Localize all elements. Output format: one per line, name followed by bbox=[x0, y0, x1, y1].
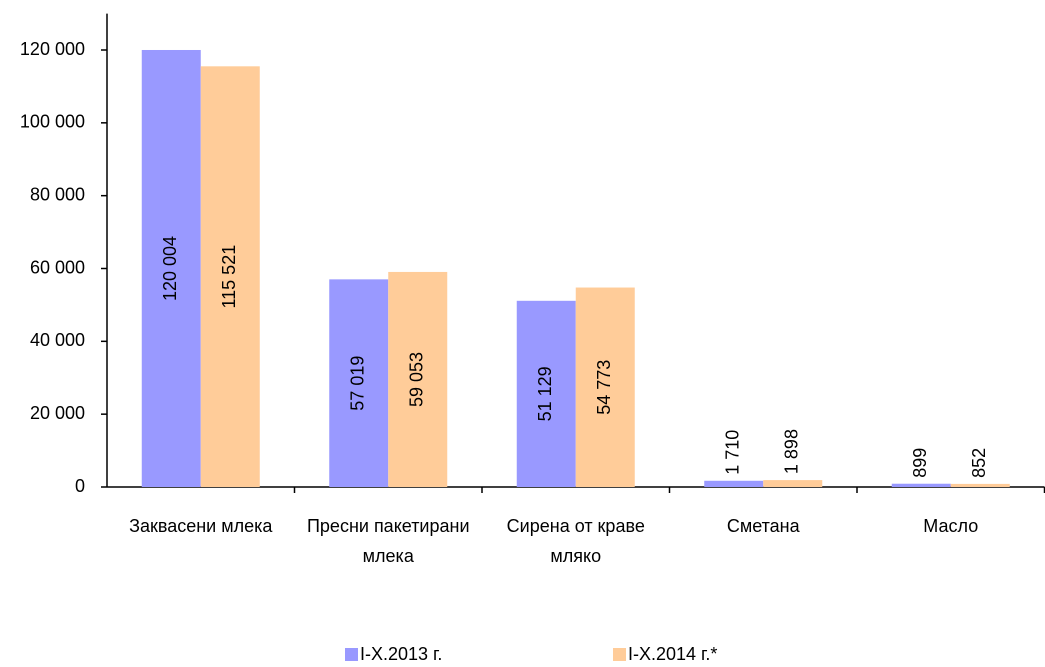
value-label: 120 004 bbox=[160, 236, 180, 301]
value-label: 115 521 bbox=[219, 245, 239, 309]
legend-swatch bbox=[345, 648, 358, 661]
legend-label: I-X.2014 г.* bbox=[628, 644, 717, 664]
x-tick-label: Сметана bbox=[726, 516, 800, 536]
y-tick-label: 20 000 bbox=[30, 403, 85, 423]
value-label: 51 129 bbox=[535, 366, 555, 421]
value-label: 1 710 bbox=[723, 430, 743, 475]
value-label: 1 898 bbox=[782, 429, 802, 474]
bar bbox=[891, 483, 951, 487]
value-label: 899 bbox=[910, 448, 930, 478]
y-tick-label: 80 000 bbox=[30, 184, 85, 204]
bar bbox=[200, 66, 260, 487]
bar bbox=[141, 49, 201, 487]
y-tick-label: 40 000 bbox=[30, 330, 85, 350]
value-label: 57 019 bbox=[348, 356, 368, 411]
bar bbox=[575, 287, 635, 487]
legend-label: I-X.2013 г. bbox=[360, 644, 442, 664]
bar bbox=[388, 271, 448, 487]
bar bbox=[516, 300, 576, 487]
bar bbox=[950, 483, 1010, 487]
x-tick-label: Масло bbox=[923, 516, 979, 536]
y-tick-label: 120 000 bbox=[20, 39, 85, 59]
x-tick-label: Заквасени млека bbox=[129, 516, 273, 536]
bar bbox=[763, 480, 823, 487]
value-label: 54 773 bbox=[594, 360, 614, 415]
bar bbox=[704, 480, 764, 487]
y-tick-label: 100 000 bbox=[20, 112, 85, 132]
bar bbox=[329, 279, 389, 487]
y-tick-label: 60 000 bbox=[30, 257, 85, 277]
legend-swatch bbox=[613, 648, 626, 661]
x-tick-label: Пресни пакетирани млека bbox=[306, 516, 470, 566]
value-label: 852 bbox=[969, 448, 989, 478]
y-tick-label: 0 bbox=[75, 476, 85, 496]
x-tick-label: Сирена от краве мляко bbox=[506, 516, 645, 566]
value-label: 59 053 bbox=[407, 352, 427, 407]
